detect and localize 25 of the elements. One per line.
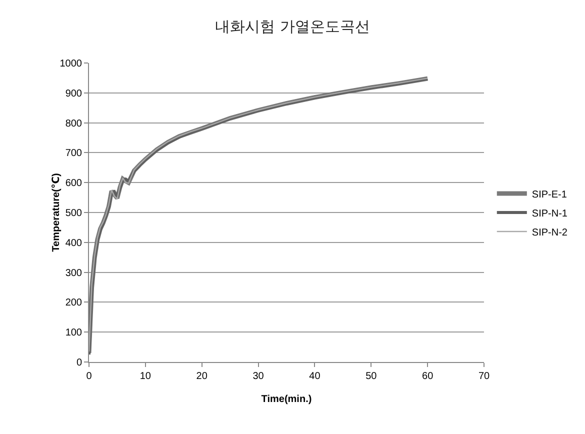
y-axis-title: Temperature(℃) (51, 173, 62, 252)
y-tick-label: 1000 (60, 58, 82, 70)
x-tick-label: 20 (196, 371, 208, 382)
y-tick-label: 100 (65, 328, 82, 339)
x-tick-label: 70 (478, 371, 490, 382)
x-tick-label: 30 (252, 371, 264, 382)
y-tick-label: 300 (65, 268, 82, 279)
legend-label: SIP-N-2 (532, 227, 568, 238)
y-tick-label: 400 (65, 238, 82, 249)
y-tick-label: 600 (65, 178, 82, 190)
x-tick-label: 0 (86, 371, 92, 382)
y-tick-label: 800 (65, 118, 82, 130)
chart-title: 내화시험 가열온도곡선 (215, 17, 370, 36)
y-tick-label: 700 (65, 148, 82, 160)
y-tick-label: 0 (76, 358, 82, 368)
x-tick-label: 60 (422, 371, 434, 382)
y-tick-label: 500 (65, 208, 82, 219)
x-tick-label: 40 (309, 371, 321, 382)
x-tick-label: 10 (140, 371, 152, 382)
y-tick-label: 900 (65, 88, 82, 100)
legend-label: SIP-E-1 (532, 189, 568, 200)
x-tick-label: 50 (366, 371, 378, 382)
x-axis-title: Time(min.) (261, 394, 312, 405)
y-tick-label: 200 (65, 298, 82, 309)
legend-label: SIP-N-1 (532, 208, 568, 220)
